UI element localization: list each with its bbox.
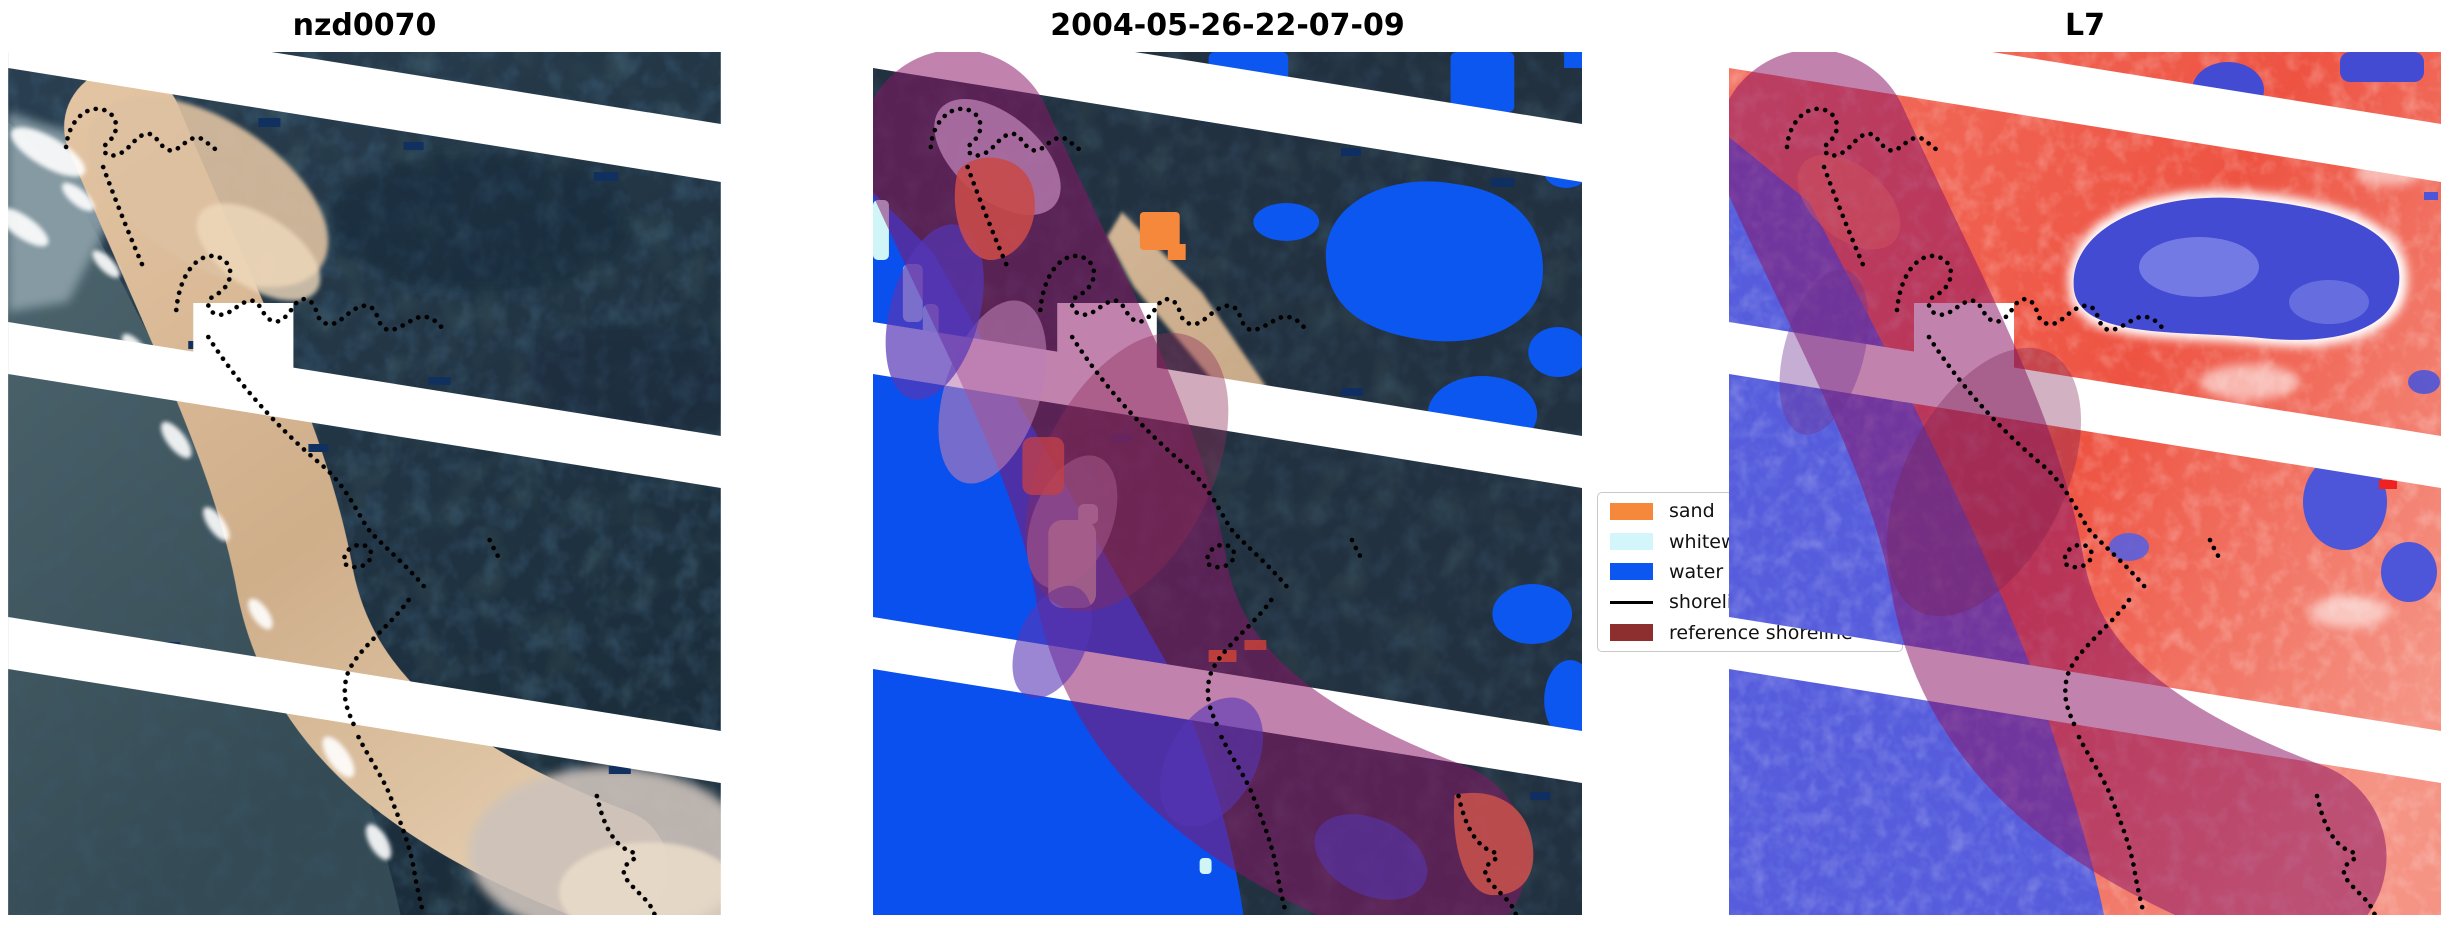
cloud-foam xyxy=(8,127,392,860)
sand-strip xyxy=(1107,212,1267,397)
panel-title-date: 2004-05-26-22-07-09 xyxy=(1050,8,1405,43)
band-interior-detail xyxy=(885,99,1534,900)
whitewater-swatch xyxy=(1610,533,1653,551)
legend-item-sand: sand xyxy=(1610,497,1902,525)
shoreline-line-swatch xyxy=(1610,600,1653,604)
panel-image-classified xyxy=(873,52,1582,915)
stripe-edge-artifacts xyxy=(158,118,631,774)
water-class-patches xyxy=(1208,52,1582,740)
legend-label: sand xyxy=(1669,500,1715,523)
panel-image-nzd0070 xyxy=(8,52,721,915)
legend-label: water xyxy=(1669,560,1724,583)
true-color-scene xyxy=(8,52,721,915)
legend-item-water: water xyxy=(1610,558,1902,586)
reference-shoreline-swatch xyxy=(1610,624,1653,642)
panel-image-l7-index xyxy=(1729,52,2441,915)
panel-title-nzd0070: nzd0070 xyxy=(292,8,437,43)
panel-title-l7: L7 xyxy=(2065,8,2105,43)
water-swatch xyxy=(1610,563,1653,581)
band-interior-detail xyxy=(1779,154,2082,617)
water-index-patches xyxy=(2068,52,2440,602)
sand-class-pixels xyxy=(975,212,1186,651)
index-white-fringes xyxy=(2159,100,2423,628)
beach-sand-band xyxy=(64,68,668,915)
sand-swatch xyxy=(1610,502,1653,520)
